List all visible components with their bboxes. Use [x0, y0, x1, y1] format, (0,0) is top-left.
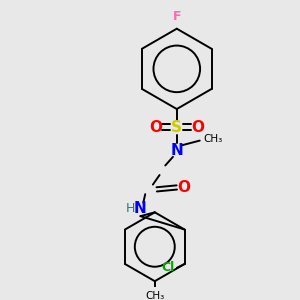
Text: F: F — [172, 10, 181, 23]
Text: CH₃: CH₃ — [204, 134, 223, 144]
Text: O: O — [149, 120, 162, 135]
Text: H: H — [126, 202, 136, 215]
Text: N: N — [170, 143, 183, 158]
Text: Cl: Cl — [162, 261, 175, 274]
Text: S: S — [171, 120, 182, 135]
Text: O: O — [177, 180, 190, 195]
Text: O: O — [191, 120, 204, 135]
Text: N: N — [134, 201, 147, 216]
Text: CH₃: CH₃ — [145, 291, 164, 300]
